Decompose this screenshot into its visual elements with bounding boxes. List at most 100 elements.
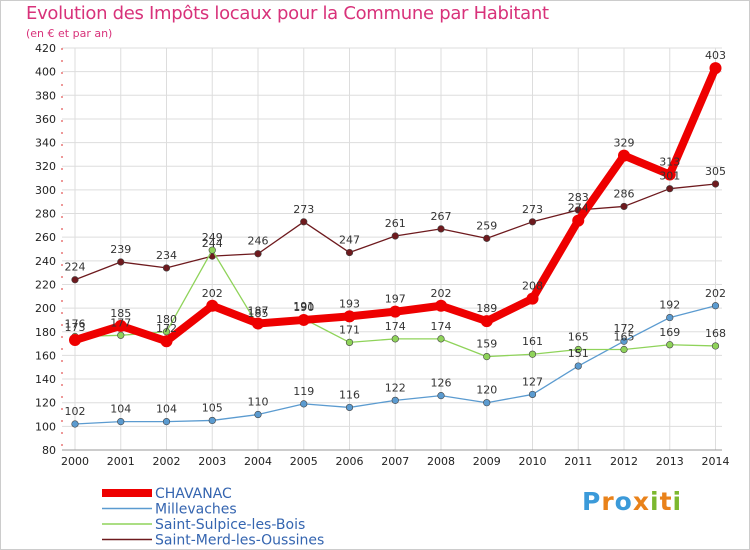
y-tick-label: 160	[35, 349, 56, 362]
x-tick-label: 2005	[290, 455, 318, 468]
data-label: 102	[65, 405, 86, 418]
data-label: 185	[110, 307, 131, 320]
data-point	[483, 234, 491, 242]
data-point	[69, 334, 81, 347]
data-label: 127	[522, 375, 543, 388]
data-label: 193	[339, 297, 360, 310]
x-tick-label: 2014	[702, 455, 730, 468]
data-label: 259	[476, 219, 497, 232]
data-point	[71, 420, 79, 428]
y-tick-label: 140	[35, 373, 56, 386]
data-point	[666, 341, 674, 349]
data-label: 202	[705, 287, 726, 300]
data-label: 301	[659, 170, 680, 183]
data-label: 176	[65, 317, 86, 330]
data-label: 305	[705, 165, 726, 178]
y-tick-label: 260	[35, 231, 56, 244]
data-label: 249	[202, 231, 223, 244]
legend-label: CHAVANAC	[155, 486, 232, 502]
data-point	[437, 225, 445, 233]
data-label: 174	[385, 320, 406, 333]
data-label: 126	[431, 377, 452, 390]
data-label: 174	[431, 320, 452, 333]
y-tick-label: 380	[35, 89, 56, 102]
x-tick-label: 2012	[610, 455, 638, 468]
x-tick-label: 2009	[473, 455, 501, 468]
data-point	[345, 248, 354, 257]
data-point	[391, 232, 399, 240]
data-point	[162, 264, 171, 272]
data-label: 313	[659, 156, 680, 169]
data-point	[483, 399, 491, 407]
data-point	[254, 250, 262, 258]
data-point	[620, 202, 628, 211]
data-point	[117, 258, 125, 266]
data-label: 105	[202, 401, 223, 414]
logo-letter: P	[582, 487, 602, 516]
data-label: 165	[614, 331, 635, 344]
data-label: 283	[568, 191, 589, 204]
x-tick-label: 2004	[244, 455, 272, 468]
x-tick-label: 2011	[564, 455, 592, 468]
data-point	[162, 328, 171, 336]
data-label: 187	[248, 304, 269, 317]
data-label: 189	[476, 302, 497, 315]
data-point	[117, 418, 125, 426]
data-label: 172	[614, 322, 635, 335]
data-label: 161	[522, 335, 543, 348]
y-tick-label: 340	[35, 137, 56, 150]
y-tick-label: 240	[35, 255, 56, 268]
data-label: 119	[293, 385, 314, 398]
data-label: 168	[705, 327, 726, 340]
data-point	[208, 416, 216, 425]
y-tick-label: 420	[35, 42, 56, 55]
data-label: 122	[385, 381, 406, 394]
data-point	[345, 338, 354, 347]
data-label: 286	[614, 187, 635, 200]
data-point	[117, 331, 125, 339]
data-label: 120	[476, 384, 497, 397]
x-tick-label: 2003	[198, 455, 226, 468]
data-label: 273	[522, 203, 543, 216]
data-label: 190	[293, 301, 314, 314]
y-tick-label: 200	[35, 302, 56, 315]
y-tick-label: 280	[35, 208, 56, 221]
data-label: 208	[522, 280, 543, 293]
data-point	[480, 315, 493, 328]
data-point	[252, 317, 264, 330]
data-point	[206, 299, 219, 312]
data-point	[208, 246, 216, 254]
data-label: 165	[568, 331, 589, 344]
data-point	[160, 335, 173, 348]
data-point	[528, 218, 537, 226]
data-point	[620, 337, 628, 345]
legend-label: Saint-Sulpice-les-Bois	[155, 517, 305, 533]
data-label: 244	[202, 237, 223, 250]
data-point	[435, 299, 447, 312]
data-point	[254, 410, 262, 419]
legend-label: Millevaches	[155, 502, 237, 518]
data-label: 191	[293, 300, 314, 313]
data-label: 169	[659, 326, 680, 339]
data-label: 261	[385, 217, 406, 230]
x-tick-label: 2013	[656, 455, 684, 468]
data-label: 202	[431, 287, 452, 300]
y-tick-label: 400	[35, 66, 56, 79]
logo-letter: t	[659, 487, 673, 516]
data-label: 192	[659, 299, 680, 312]
data-label: 267	[431, 210, 452, 223]
data-point	[345, 403, 354, 412]
data-point	[711, 180, 720, 188]
data-point	[618, 149, 630, 162]
logo-letter: r	[601, 487, 615, 516]
data-label: 234	[156, 249, 177, 262]
data-point	[162, 418, 171, 426]
data-label: 329	[614, 137, 635, 150]
x-tick-label: 2000	[61, 455, 89, 468]
data-label: 197	[385, 293, 406, 306]
data-label: 159	[476, 338, 497, 351]
y-tick-label: 120	[35, 397, 56, 410]
data-label: 180	[156, 313, 177, 326]
data-point	[620, 345, 628, 354]
data-label: 104	[156, 403, 177, 416]
